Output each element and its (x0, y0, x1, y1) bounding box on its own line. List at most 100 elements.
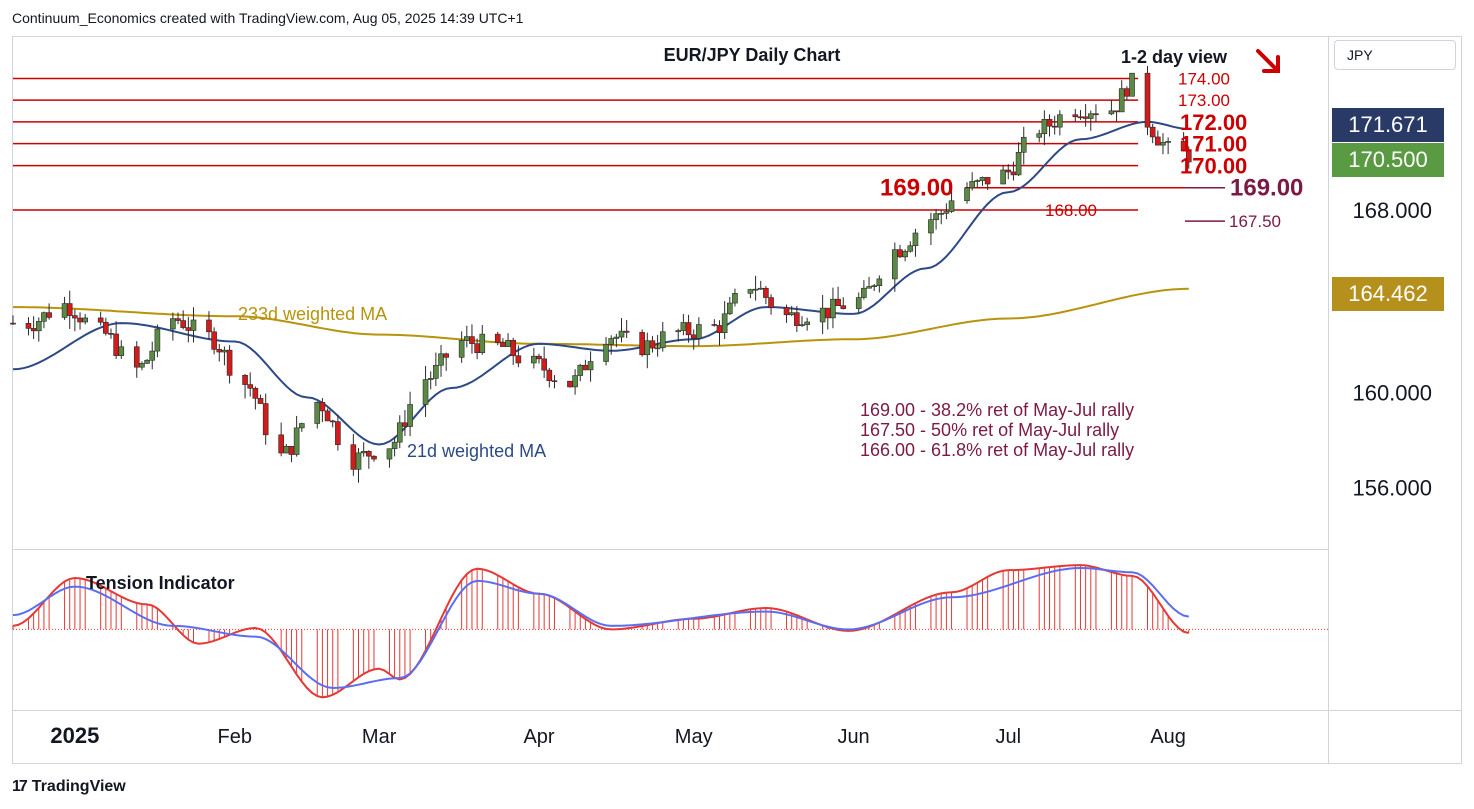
candle-body-50 (371, 455, 377, 460)
candle-body-66 (494, 333, 501, 343)
candle-body-78 (577, 364, 584, 376)
candle-body-105 (768, 297, 774, 308)
candle-body-109 (799, 324, 805, 326)
candle-body-60 (443, 353, 449, 358)
candle-body-38 (288, 446, 295, 455)
candle-body-121 (892, 249, 898, 280)
candle-body-35 (262, 403, 269, 436)
candle-body-43 (324, 410, 331, 422)
candle-body-122 (897, 249, 903, 258)
candle-body-9 (77, 317, 83, 323)
ma21-price-badge: 171.671 (1332, 108, 1444, 142)
candle-body-153 (1118, 88, 1125, 113)
currency-selector[interactable]: JPY (1334, 40, 1456, 70)
candle-body-61 (458, 340, 465, 358)
tension-line (12, 564, 1190, 699)
candle-body-112 (824, 307, 831, 319)
candle-body-128 (938, 213, 945, 215)
time-axis-divider (12, 710, 1462, 711)
candle-body-131 (964, 187, 970, 202)
candle-body-31 (242, 375, 248, 385)
resistance-label-168-00: 168.00 (1045, 201, 1097, 220)
level-169-label-right: 169.00 (1230, 175, 1303, 202)
candle-body-161 (1180, 141, 1187, 151)
ma21-line (12, 120, 1189, 446)
candle-body-48 (360, 451, 367, 454)
candle-body-53 (396, 422, 403, 443)
tradingview-footer[interactable]: 17 TradingView (12, 778, 126, 796)
candle-body-52 (391, 441, 398, 450)
candle-body-25 (190, 319, 197, 331)
candle-body-162 (1185, 150, 1192, 163)
candle-body-90 (659, 331, 666, 349)
candle-body-160 (1165, 141, 1171, 143)
candle-body-8 (72, 315, 78, 319)
candle-body-119 (871, 285, 877, 287)
candle-body-159 (1160, 142, 1166, 146)
candle-body-95 (696, 324, 702, 339)
candle-body-145 (1057, 114, 1063, 128)
candle-body-76 (567, 380, 573, 388)
candle-body-152 (1113, 110, 1120, 113)
candle-body-70 (515, 355, 522, 364)
level-169-label-left: 169.00 (880, 175, 953, 202)
candle-body-15 (118, 346, 125, 356)
candle-body-101 (747, 289, 754, 294)
resistance-label-172-00: 172.00 (1180, 110, 1247, 135)
candle-body-87 (644, 340, 651, 356)
candle-body-124 (907, 245, 914, 252)
candle-body-155 (1129, 72, 1135, 97)
x-tick-apr: Apr (523, 726, 554, 748)
tension-signal-line (12, 566, 1190, 690)
resistance-label-171-00: 171.00 (1180, 132, 1247, 157)
candles (10, 65, 1192, 483)
candle-body-24 (185, 327, 192, 331)
candle-body-47 (355, 452, 362, 470)
candle-body-92 (680, 322, 687, 331)
candle-body-45 (335, 421, 341, 446)
resistance-label-174-00: 174.00 (1178, 70, 1230, 89)
x-tick-mar: Mar (362, 726, 397, 748)
candle-body-143 (1046, 119, 1053, 127)
candle-body-107 (788, 312, 795, 316)
candle-body-140 (1020, 136, 1027, 153)
pane-divider[interactable] (12, 549, 1328, 550)
axis-labels: 156.000 160.000 168.000 2025 Feb Mar Apr May Jun… (50, 198, 1432, 748)
candle-body-130 (948, 200, 955, 212)
candle-body-133 (974, 180, 981, 182)
candle-body-56 (422, 379, 429, 405)
candle-body-46 (350, 444, 357, 470)
candle-body-65 (479, 333, 486, 353)
y-tick-1: 160.000 (1352, 381, 1432, 406)
candle-body-118 (866, 286, 872, 289)
candle-body-74 (546, 369, 553, 382)
candle-body-132 (969, 181, 975, 189)
candle-body-13 (108, 333, 114, 335)
candle-body-19 (149, 350, 156, 361)
candle-body-106 (783, 307, 790, 316)
candle-body-149 (1087, 113, 1094, 119)
candle-body-23 (180, 320, 186, 328)
candle-body-147 (1077, 116, 1084, 119)
candle-body-138 (1010, 171, 1017, 176)
candle-body-80 (587, 361, 594, 371)
candle-body-64 (474, 343, 480, 353)
candle-body-59 (438, 353, 444, 366)
candle-body-22 (175, 318, 181, 321)
tradingview-logo-icon: 17 (12, 778, 28, 795)
candle-body-154 (1124, 88, 1130, 97)
candle-body-146 (1072, 114, 1079, 118)
candle-body-21 (170, 318, 176, 330)
chart-annotations: EUR/JPY Daily Chart 1-2 day view 174.00 173… (238, 45, 1303, 461)
candle-body-72 (536, 355, 542, 360)
candle-body-104 (763, 287, 769, 298)
arrow-down-right-icon (1256, 49, 1280, 73)
candle-body-83 (613, 336, 620, 339)
candle-body-116 (855, 297, 862, 309)
candle-body-113 (830, 298, 836, 319)
candle-body-26 (206, 319, 212, 333)
fib-note-1: 167.50 - 50% ret of May-Jul rally (860, 420, 1119, 440)
candle-body-150 (1093, 113, 1099, 116)
candle-body-42 (319, 402, 326, 412)
